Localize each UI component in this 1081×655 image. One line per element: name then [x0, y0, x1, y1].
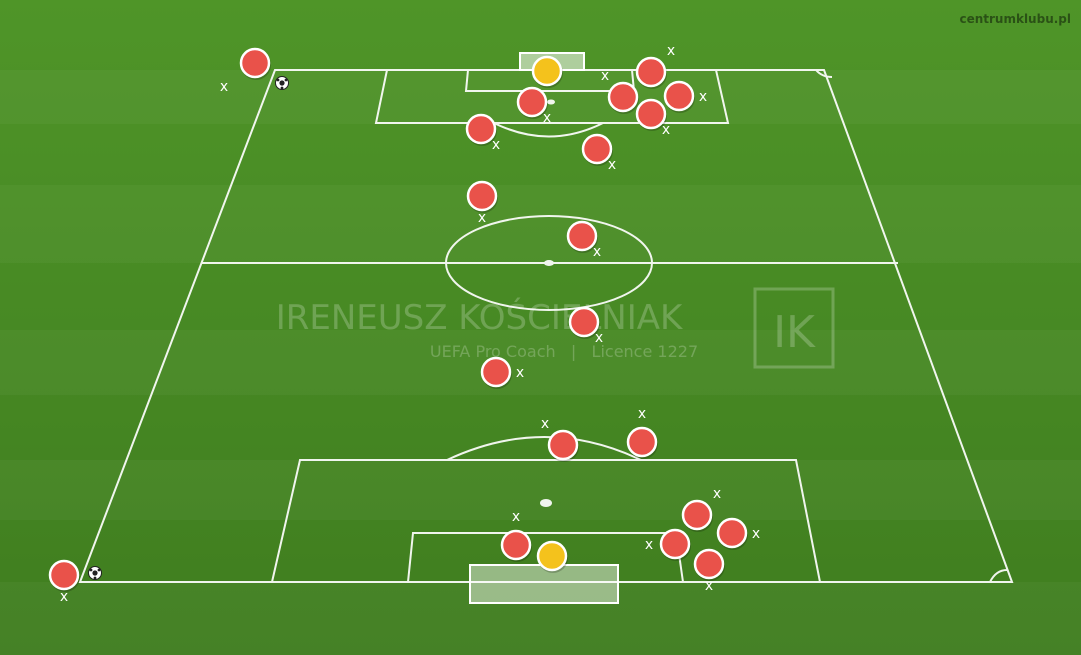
watermark-name: IRENEUSZ KOŚCIELNIAK — [276, 297, 684, 338]
top-penalty-arc — [493, 122, 604, 138]
player-x-label: x — [645, 537, 653, 553]
player-marker[interactable]: x — [626, 406, 658, 459]
player-x-label: x — [516, 365, 524, 381]
player-x-label: x — [705, 578, 713, 594]
player-x-label: x — [543, 110, 551, 126]
player-x-label: x — [478, 210, 486, 226]
player-marker[interactable]: x — [645, 528, 691, 561]
players: x x x x x x x x x x x x x x x x x x x x — [48, 43, 760, 605]
player-marker[interactable]: x — [465, 113, 500, 153]
ball-patch — [279, 80, 285, 86]
player-x-label: x — [60, 589, 68, 605]
marker-disc — [663, 80, 695, 112]
bottom-penalty-spot — [540, 499, 552, 507]
player-x-label: x — [601, 68, 609, 84]
player-marker[interactable]: x — [466, 180, 498, 226]
marker-disc — [531, 55, 563, 87]
watermark-subtitle: UEFA Pro Coach | Licence 1227 — [430, 342, 698, 361]
marker-disc — [547, 429, 579, 461]
player-x-label: x — [608, 157, 616, 173]
bottom-goal-net — [469, 564, 619, 604]
player-marker[interactable]: x — [480, 356, 524, 389]
bottom-goal — [469, 564, 619, 604]
ball-patch — [92, 570, 98, 576]
ball-icon[interactable] — [88, 566, 102, 580]
player-x-label: x — [667, 43, 675, 59]
player-marker[interactable]: x — [566, 220, 601, 260]
top-goal-area — [464, 69, 636, 92]
player-x-label: x — [662, 122, 670, 138]
player-marker[interactable]: x — [663, 80, 707, 113]
ball-patch — [280, 86, 284, 90]
marker-disc — [716, 517, 748, 549]
player-marker[interactable]: x — [48, 559, 80, 605]
center-circle — [445, 215, 653, 311]
player-x-label: x — [541, 416, 549, 432]
site-label: centrumklubu.pl — [959, 12, 1071, 26]
player-x-label: x — [595, 330, 603, 346]
player-x-label: x — [220, 79, 228, 95]
ball-patch — [93, 576, 97, 580]
balls — [88, 76, 289, 580]
marker-disc — [480, 356, 512, 388]
player-marker[interactable]: x — [220, 47, 271, 95]
marker-disc — [536, 540, 568, 572]
player-marker[interactable]: x — [541, 416, 579, 462]
ball-patch — [276, 78, 280, 82]
marker-disc — [693, 548, 725, 580]
marker-disc — [239, 47, 271, 79]
top-penalty-box — [374, 69, 730, 124]
goalkeeper-marker[interactable] — [536, 540, 568, 573]
corner-arc-bottom-right — [989, 569, 1008, 583]
marker-disc — [659, 528, 691, 560]
marker-disc — [635, 98, 667, 130]
player-marker[interactable]: x — [568, 306, 603, 346]
ball-patch — [284, 78, 288, 82]
grass-stripe — [0, 330, 1081, 395]
corner-arc-top-right — [815, 69, 833, 78]
marker-disc — [566, 220, 598, 252]
player-marker[interactable]: x — [635, 43, 675, 89]
marker-disc — [568, 306, 600, 338]
marker-disc — [500, 529, 532, 561]
player-marker[interactable]: x — [601, 68, 639, 114]
player-x-label: x — [699, 89, 707, 105]
player-marker[interactable]: x — [693, 548, 725, 594]
marker-disc — [626, 426, 658, 458]
marker-disc — [465, 113, 497, 145]
player-marker[interactable]: x — [500, 509, 532, 562]
bottom-penalty-arc — [446, 436, 642, 461]
player-x-label: x — [492, 137, 500, 153]
marker-disc — [607, 81, 639, 113]
bottom-penalty-box — [271, 459, 821, 583]
player-x-label: x — [752, 526, 760, 542]
player-marker[interactable]: x — [635, 98, 670, 138]
goalkeeper-marker[interactable] — [531, 55, 563, 88]
ball-icon[interactable] — [275, 76, 289, 90]
marker-disc — [466, 180, 498, 212]
marker-disc — [635, 56, 667, 88]
player-marker[interactable]: x — [716, 517, 760, 550]
marker-disc — [681, 499, 713, 531]
marker-disc — [48, 559, 80, 591]
watermark-logo-frame — [753, 287, 835, 369]
player-x-label: x — [593, 244, 601, 260]
player-x-label: x — [512, 509, 520, 525]
grass-stripe — [0, 185, 1081, 263]
center-spot — [544, 260, 554, 266]
ball-patch — [89, 568, 93, 572]
watermark-logo: IK — [773, 307, 816, 358]
top-penalty-spot — [547, 99, 555, 105]
player-marker[interactable]: x — [581, 133, 616, 173]
watermark: IRENEUSZ KOŚCIELNIAK UEFA Pro Coach | Li… — [276, 287, 835, 369]
ball-patch — [97, 568, 101, 572]
grass-stripe — [0, 460, 1081, 520]
marker-disc — [581, 133, 613, 165]
player-marker[interactable]: x — [516, 86, 551, 126]
player-marker[interactable]: x — [681, 486, 721, 532]
marker-disc — [516, 86, 548, 118]
player-x-label: x — [713, 486, 721, 502]
player-x-label: x — [638, 406, 646, 422]
